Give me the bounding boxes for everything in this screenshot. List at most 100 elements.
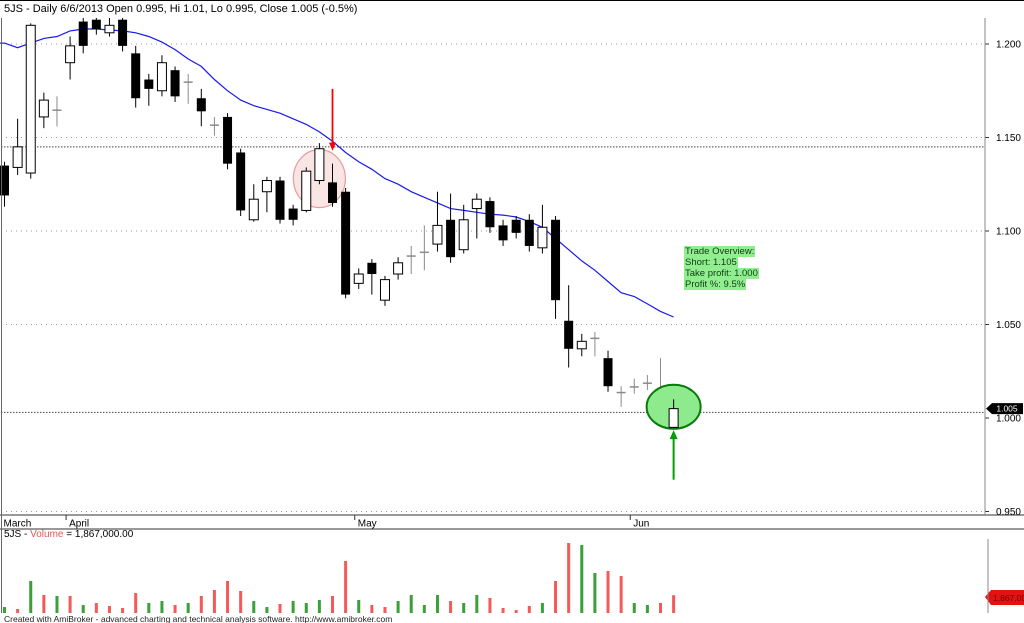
volume-pane[interactable] xyxy=(0,539,1024,613)
candle xyxy=(629,378,639,394)
candle xyxy=(576,333,587,357)
candle-body-down xyxy=(446,219,456,258)
candle-body-down xyxy=(485,201,495,228)
trade-overview-box: Trade Overview: Short: 1.105 Take profit… xyxy=(684,246,759,290)
price-axis-label: 1.000 xyxy=(996,414,1021,425)
candle xyxy=(551,216,561,319)
candle-body-up xyxy=(12,146,23,168)
candle xyxy=(65,36,76,80)
volume-marker-shape xyxy=(985,590,1024,605)
candle xyxy=(446,193,456,263)
candle xyxy=(471,193,482,239)
amibroker-credit-footer: Created with AmiBroker - advanced charti… xyxy=(4,614,393,623)
candle-body-down xyxy=(131,53,141,99)
volume-bar xyxy=(278,604,282,613)
candle xyxy=(603,350,613,392)
candle xyxy=(328,163,337,207)
price-pane[interactable] xyxy=(0,18,1024,515)
volume-bar xyxy=(659,603,662,613)
candle xyxy=(432,191,443,252)
volume-bar xyxy=(422,605,426,613)
volume-symbol: 5JS - xyxy=(4,529,31,540)
trade-overview-line: Trade Overview: xyxy=(684,246,759,257)
candles-group xyxy=(0,18,666,411)
trade-overview-line: Take profit: 1.000 xyxy=(684,268,759,279)
candle xyxy=(223,113,233,170)
volume-marker-pill: 1,867,000 xyxy=(985,590,1024,605)
last-close-pill-text: 1.005 xyxy=(996,404,1018,414)
candle xyxy=(261,176,272,213)
candle-body-up xyxy=(537,226,548,249)
arrow-head xyxy=(329,142,336,151)
chart-title: 5JS - Daily 6/6/2013 Open 0.995, Hi 1.01… xyxy=(4,3,358,15)
candle-body-up xyxy=(25,24,36,174)
volume-bar xyxy=(672,595,676,613)
candle-body-up xyxy=(314,148,325,182)
date-axis: March April May Jun xyxy=(0,514,1024,530)
volume-bar xyxy=(488,598,492,613)
trade-profit-pct: Profit %: 9.5% xyxy=(684,279,747,290)
candle-body-down xyxy=(564,320,574,349)
candle-body-up xyxy=(432,224,443,245)
price-axis-label: 1.050 xyxy=(996,320,1021,331)
candle xyxy=(419,225,429,271)
candle xyxy=(537,204,548,254)
candle-body-up xyxy=(65,45,76,64)
candle xyxy=(498,219,508,246)
candle-body-down xyxy=(78,21,88,46)
candle-body-down xyxy=(170,70,180,97)
month-label: March xyxy=(4,519,32,530)
volume-field-name: Volume xyxy=(30,529,64,540)
volume-bar xyxy=(501,608,505,613)
candle xyxy=(668,399,679,428)
volume-bar xyxy=(42,595,46,613)
candle-body-up xyxy=(261,180,272,193)
volume-bar xyxy=(160,601,164,613)
last-close-pill-shape xyxy=(986,403,1023,415)
last-close-pill: 1.005 xyxy=(986,403,1023,415)
candle xyxy=(616,386,626,407)
candle-body-down xyxy=(511,219,521,233)
candle-body-down xyxy=(223,116,233,164)
volume-bar xyxy=(121,608,125,613)
candle xyxy=(52,96,62,127)
volume-bar xyxy=(226,581,230,613)
volume-bar xyxy=(462,603,466,613)
month-label: May xyxy=(358,519,377,530)
volume-bar xyxy=(265,607,269,613)
volume-bar xyxy=(134,593,138,613)
volume-bar xyxy=(291,601,295,613)
price-axis: 1.200 1.150 1.100 1.050 1.000 0.950 xyxy=(985,40,1021,518)
candle-body-down xyxy=(341,191,351,295)
candle xyxy=(275,176,285,224)
candle-body-down xyxy=(603,358,613,387)
volume-bar xyxy=(396,601,400,613)
volume-bar xyxy=(107,606,111,613)
candle xyxy=(131,45,141,108)
candle xyxy=(458,204,469,254)
candle xyxy=(236,148,246,217)
volume-bar xyxy=(331,596,334,613)
candle xyxy=(353,268,364,289)
candle xyxy=(367,259,377,295)
candle xyxy=(642,374,652,390)
candle xyxy=(511,216,521,239)
candle xyxy=(104,18,115,37)
candle-body-down xyxy=(91,19,101,30)
candle xyxy=(12,118,23,175)
candle xyxy=(91,18,101,35)
volume-bar xyxy=(55,596,59,613)
price-axis-label: 1.200 xyxy=(996,40,1021,51)
price-axis-label: 1.150 xyxy=(996,133,1021,144)
volume-bar xyxy=(383,607,387,613)
volume-bar xyxy=(475,595,479,613)
volume-bar xyxy=(29,581,33,613)
volume-bar xyxy=(3,607,6,613)
volume-bar xyxy=(567,543,571,613)
short-entry-arrow xyxy=(329,88,336,151)
volume-bar xyxy=(94,603,98,613)
candle xyxy=(524,214,534,252)
month-label: April xyxy=(69,519,89,530)
volume-bar xyxy=(370,605,374,613)
volume-bars xyxy=(3,543,676,613)
